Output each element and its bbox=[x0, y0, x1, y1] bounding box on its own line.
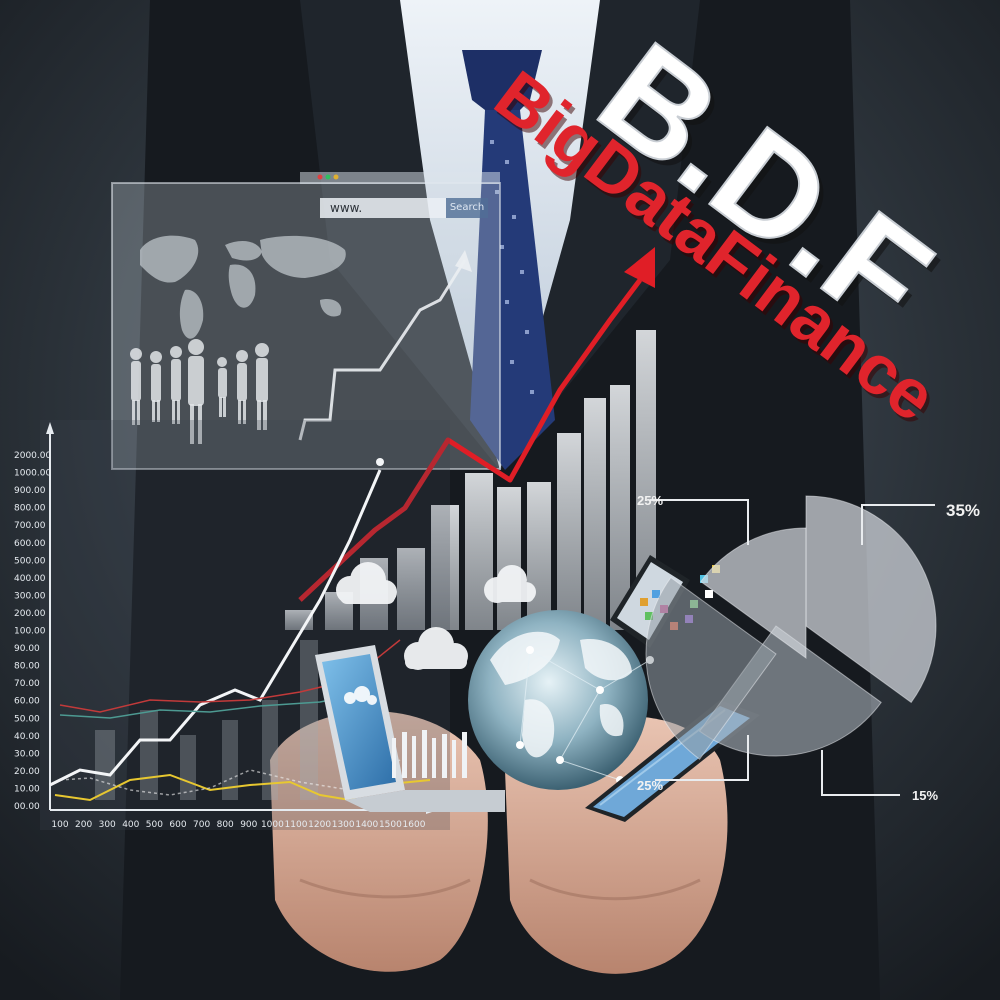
y-tick-label: 800.00 bbox=[14, 504, 46, 514]
bar bbox=[584, 398, 606, 630]
x-tick-label: 800 bbox=[217, 820, 234, 830]
y-tick-label: 80.00 bbox=[14, 662, 40, 672]
pie-slice bbox=[805, 495, 937, 704]
x-tick-label: 600 bbox=[169, 820, 186, 830]
tie-knot bbox=[462, 50, 542, 110]
y-tick-label: 500.00 bbox=[14, 556, 46, 566]
x-tick-label: 1400 bbox=[355, 820, 378, 830]
x-tick-label: 100 bbox=[51, 820, 68, 830]
pie-label: 15% bbox=[912, 788, 938, 803]
y-tick-label: 30.00 bbox=[14, 749, 40, 759]
cloud-icon bbox=[484, 565, 536, 603]
pie-label: 25% bbox=[637, 778, 663, 793]
x-tick-label: 200 bbox=[75, 820, 92, 830]
panel-trend-line bbox=[298, 259, 467, 441]
x-tick-label: 300 bbox=[99, 820, 116, 830]
browser-search-button: Search bbox=[446, 198, 488, 218]
x-tick-label: 1300 bbox=[332, 820, 355, 830]
y-tick-label: 90.00 bbox=[14, 644, 40, 654]
y-tick-label: 100.00 bbox=[14, 627, 46, 637]
cloud-icon bbox=[404, 627, 468, 670]
y-tick-label: 600.00 bbox=[14, 539, 46, 549]
browser-panel bbox=[111, 172, 501, 470]
x-tick-label: 1000 bbox=[261, 820, 284, 830]
y-tick-label: 70.00 bbox=[14, 679, 40, 689]
bar bbox=[465, 473, 493, 630]
y-tick-label: 00.00 bbox=[14, 802, 40, 812]
pie-label: 25% bbox=[637, 493, 663, 508]
y-tick-label: 20.00 bbox=[14, 767, 40, 777]
x-tick-label: 400 bbox=[122, 820, 139, 830]
x-tick-label: 900 bbox=[240, 820, 257, 830]
pie-chart: 25% 35% 25% 15% bbox=[637, 493, 980, 803]
y-tick-label: 1000.00 bbox=[14, 469, 51, 479]
bar bbox=[431, 505, 459, 630]
browser-address-bar: www. bbox=[320, 198, 446, 218]
y-tick-label: 400.00 bbox=[14, 574, 46, 584]
y-tick-label: 60.00 bbox=[14, 697, 40, 707]
x-tick-label: 1500 bbox=[379, 820, 402, 830]
white-series-line bbox=[49, 469, 382, 787]
y-tick-label: 900.00 bbox=[14, 486, 46, 496]
laptop-icon bbox=[315, 645, 505, 812]
teal-series-line bbox=[59, 689, 381, 719]
x-tick-label: 1200 bbox=[308, 820, 331, 830]
bar bbox=[557, 433, 581, 630]
x-tick-label: 1600 bbox=[403, 820, 426, 830]
pie-slice bbox=[645, 576, 777, 760]
y-tick-label: 50.00 bbox=[14, 714, 40, 724]
globe-icon bbox=[468, 610, 654, 790]
world-map-icon bbox=[140, 235, 346, 339]
dotted-series-line bbox=[59, 759, 401, 796]
panel-trend-arrowhead bbox=[455, 250, 472, 272]
bar bbox=[636, 330, 656, 630]
bar bbox=[527, 482, 551, 630]
y-tick-label: 10.00 bbox=[14, 784, 40, 794]
pie-slice bbox=[698, 625, 882, 757]
y-tick-label: 300.00 bbox=[14, 591, 46, 601]
y-tick-label: 40.00 bbox=[14, 732, 40, 742]
bar bbox=[397, 548, 425, 630]
bar bbox=[610, 385, 630, 630]
people-silhouettes-icon bbox=[130, 339, 269, 444]
y-tick-label: 200.00 bbox=[14, 609, 46, 619]
x-tick-label: 1100 bbox=[285, 820, 308, 830]
red-trend-arrow bbox=[298, 247, 655, 602]
x-tick-label: 500 bbox=[146, 820, 163, 830]
y-tick-label: 700.00 bbox=[14, 521, 46, 531]
y-tick-label: 2000.00 bbox=[14, 451, 51, 461]
bar bbox=[497, 487, 521, 630]
tie bbox=[470, 110, 555, 470]
cloud-icon bbox=[336, 562, 397, 604]
x-tick-label: 700 bbox=[193, 820, 210, 830]
bar-chart bbox=[285, 330, 656, 630]
pie-label: 35% bbox=[946, 501, 980, 520]
